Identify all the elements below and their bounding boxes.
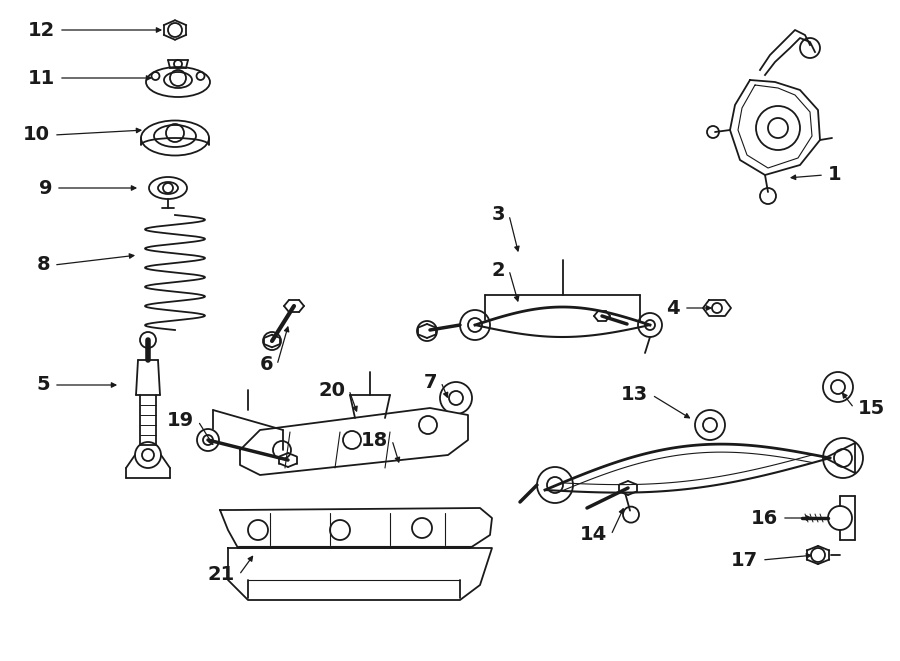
Text: 3: 3: [491, 206, 505, 225]
Text: 7: 7: [424, 373, 437, 391]
Polygon shape: [240, 408, 468, 475]
Polygon shape: [220, 508, 492, 548]
Text: 11: 11: [28, 69, 55, 87]
Text: 16: 16: [751, 508, 778, 527]
Text: 6: 6: [259, 356, 273, 375]
Text: 5: 5: [36, 375, 50, 395]
Text: 18: 18: [361, 430, 388, 449]
Text: 13: 13: [621, 385, 648, 405]
Text: 4: 4: [666, 299, 680, 317]
Text: 1: 1: [828, 165, 842, 184]
Text: 19: 19: [166, 412, 194, 430]
Text: 21: 21: [208, 566, 235, 584]
Polygon shape: [730, 80, 820, 175]
Text: 8: 8: [36, 256, 50, 274]
Text: 15: 15: [858, 399, 886, 418]
Text: 12: 12: [28, 20, 55, 40]
Text: 14: 14: [580, 525, 607, 545]
Text: 17: 17: [731, 551, 758, 570]
Text: 10: 10: [23, 126, 50, 145]
Text: 2: 2: [491, 260, 505, 280]
Text: 20: 20: [318, 381, 345, 399]
Polygon shape: [228, 548, 492, 600]
Text: 9: 9: [39, 178, 52, 198]
